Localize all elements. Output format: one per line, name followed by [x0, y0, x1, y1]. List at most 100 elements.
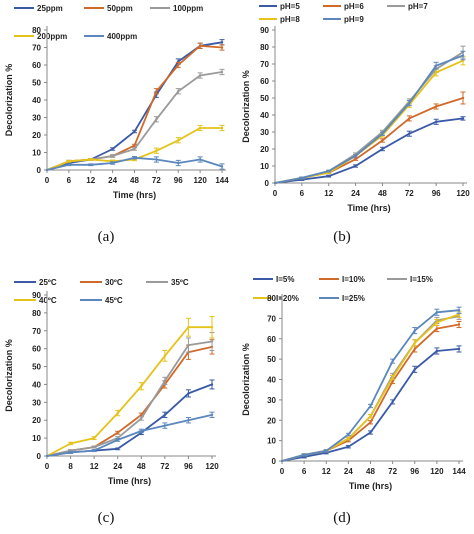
data-point: [116, 411, 119, 415]
data-point: [177, 63, 180, 67]
chart-panel-a: 25ppm 50ppm 100ppm 200ppm 400ppm 0 10 20 30 40 50 6…: [0, 0, 237, 220]
y-axis-title: Decolorization %: [4, 64, 14, 137]
data-point: [116, 438, 119, 442]
legend-label: pH=7: [408, 2, 428, 11]
series-line: [281, 313, 460, 462]
data-point: [210, 326, 214, 329]
data-point: [89, 158, 92, 161]
data-point: [163, 413, 167, 417]
x-tick-label: 120: [205, 462, 219, 471]
data-point: [111, 147, 114, 151]
y-tick-label: 80: [267, 294, 276, 303]
x-tick-label: 96: [410, 467, 419, 476]
data-point: [413, 329, 416, 332]
data-point: [92, 436, 96, 440]
x-tick-label: 72: [388, 467, 397, 476]
series-line: [46, 326, 212, 457]
y-axis-title: Decolorization %: [4, 339, 14, 412]
legend-label: 45ºC: [105, 296, 123, 305]
data-point: [92, 449, 96, 452]
y-tick-label: 60: [32, 61, 41, 70]
y-tick-label: 20: [260, 145, 269, 154]
legend-label: I=5%: [276, 275, 294, 284]
data-point: [327, 169, 330, 173]
series-line: [274, 117, 464, 184]
caption-c: (c): [97, 510, 115, 526]
y-tick-label: 50: [267, 355, 276, 364]
data-point: [408, 132, 411, 135]
data-point: [434, 71, 438, 74]
x-tick-label: 72: [152, 176, 161, 185]
data-point: [155, 149, 158, 152]
x-tick-label: 6: [300, 189, 305, 198]
data-point: [187, 326, 190, 329]
legend-label: 100ppm: [173, 4, 203, 13]
data-point: [347, 433, 350, 436]
data-point: [408, 117, 411, 120]
x-tick-label: 0: [280, 467, 285, 476]
caption-b: (b): [333, 229, 351, 245]
legend-label: pH=9: [344, 15, 364, 24]
legend-label: 400ppm: [107, 32, 137, 41]
series-line: [46, 340, 213, 457]
data-point: [435, 327, 439, 330]
legend-label: I=15%: [410, 275, 433, 284]
data-point: [210, 340, 214, 343]
data-point: [435, 311, 439, 314]
data-point: [69, 442, 72, 445]
legend-label: I=10%: [342, 275, 365, 284]
x-tick-label: 72: [405, 189, 414, 198]
data-point: [198, 74, 202, 77]
y-tick-label: 10: [267, 437, 276, 446]
x-tick-label: 24: [344, 467, 353, 476]
y-tick-label: 80: [260, 43, 269, 52]
data-point: [163, 354, 167, 358]
data-point: [140, 429, 143, 433]
data-point: [280, 459, 284, 463]
x-tick-label: 24: [351, 189, 360, 198]
legend-label: pH=6: [344, 2, 364, 11]
data-point: [347, 437, 350, 440]
data-point: [300, 176, 304, 180]
y-axis-title: Decolorization %: [241, 70, 251, 143]
data-point: [198, 126, 202, 130]
x-tick-label: 48: [366, 467, 375, 476]
y-tick-label: 40: [32, 380, 41, 389]
x-tick-label: 96: [432, 189, 441, 198]
chart-panel-d: I=5% I=10% I=15% I=20% I=25% 0 10 20 30 40 50 60 70 8…: [237, 268, 474, 491]
data-point: [198, 44, 202, 47]
x-tick-label: 144: [452, 467, 466, 476]
data-point: [220, 70, 224, 74]
x-tick-label: 6: [302, 467, 307, 476]
data-point: [391, 376, 394, 379]
data-point: [391, 400, 394, 404]
legend-label: 30ºC: [105, 278, 123, 287]
data-point: [116, 447, 119, 451]
data-point: [434, 120, 438, 124]
y-tick-label: 20: [32, 131, 41, 140]
data-point: [89, 163, 92, 166]
data-point: [187, 419, 190, 422]
chart-panel-b: pH=5 pH=6 pH=7 pH=8 pH=9 0 10 20 30 40 50 60 70 80 90 0…: [237, 0, 474, 220]
data-point: [45, 168, 49, 172]
chart-b-svg: pH=5 pH=6 pH=7 pH=8 pH=9 0 10 20 30 40 50 60 70 80 90 0…: [241, 2, 470, 213]
data-point: [381, 132, 384, 135]
y-tick-label: 70: [32, 44, 41, 53]
legend-label: 50ppm: [107, 4, 133, 13]
chart-panel-c: 25ºC 30ºC 35ºC 40ºC 45ºC 0 10 20 30 40 50 60 70 80 90 0…: [0, 268, 237, 490]
data-point: [133, 130, 136, 133]
legend-label: 25ºC: [39, 278, 57, 287]
y-tick-label: 0: [37, 166, 42, 175]
x-tick-label: 120: [430, 467, 444, 476]
x-tick-label: 6: [67, 176, 72, 185]
y-tick-label: 40: [32, 96, 41, 105]
y-tick-label: 50: [260, 94, 269, 103]
data-point: [435, 349, 439, 353]
data-point: [210, 383, 214, 386]
data-point: [391, 380, 394, 383]
data-point: [381, 147, 384, 151]
data-point: [45, 454, 49, 458]
data-point: [111, 161, 114, 165]
series-line: [46, 414, 213, 457]
data-point: [354, 164, 357, 168]
